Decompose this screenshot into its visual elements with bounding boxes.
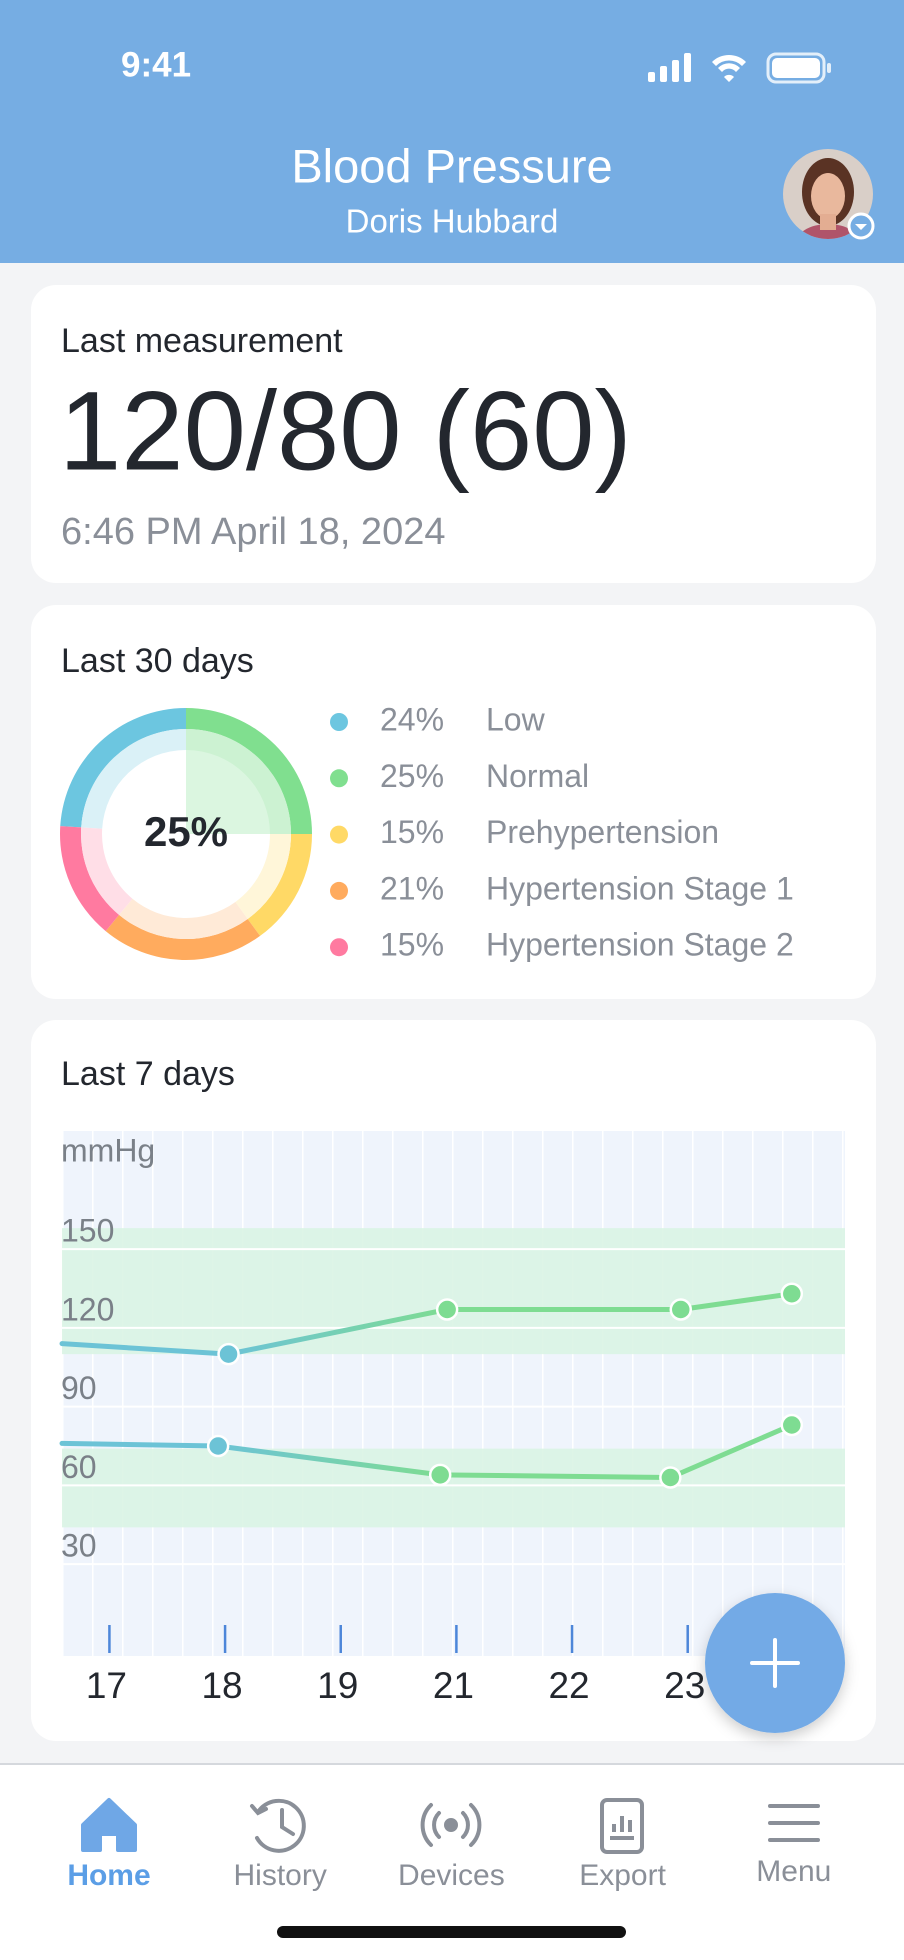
y-axis-label: mmHg	[61, 1132, 155, 1168]
pie-segment-inner	[235, 834, 291, 919]
legend-label: Low	[486, 701, 546, 737]
card	[31, 285, 876, 583]
line-point	[206, 1434, 230, 1458]
tab-icon-history[interactable]	[250, 1798, 306, 1853]
tab-label[interactable]: Home	[67, 1859, 150, 1892]
add-button[interactable]	[705, 1593, 845, 1733]
header-title: Blood Pressure	[291, 139, 612, 192]
pie-segment-inner	[186, 729, 291, 834]
legend-value: 25%	[380, 758, 444, 794]
pie-center-label: 25%	[144, 808, 228, 855]
pie-highlight	[186, 729, 291, 834]
plot-area	[62, 1131, 845, 1656]
x-tick-label: 23	[664, 1665, 705, 1706]
line-point	[217, 1342, 240, 1366]
pie-segment-inner	[80, 827, 133, 915]
y-tick-label: 60	[61, 1449, 97, 1485]
legend-dot	[330, 769, 348, 788]
status-icons	[648, 52, 831, 84]
x-tick-label: 21	[433, 1665, 474, 1706]
y-tick-label: 90	[61, 1370, 97, 1406]
pie-segment	[247, 834, 312, 936]
card-title: Last measurement	[61, 322, 343, 360]
legend-dot	[330, 938, 348, 957]
legend-value: 15%	[380, 814, 444, 850]
status-time: 9:41	[121, 45, 191, 84]
card-title: Last 7 days	[61, 1055, 235, 1093]
chart-layer: 24% Low 25% Normal 15% Prehypertension 21% Hype…	[59, 701, 845, 1706]
legend-value: 15%	[380, 927, 444, 963]
x-tick-label: 18	[201, 1665, 242, 1706]
range-band	[62, 1448, 845, 1528]
tab-labels: Home History Devices Export Menu	[67, 1855, 831, 1892]
tab-icon-devices[interactable]	[420, 1803, 482, 1847]
timestamp: 6:46 PM April 18, 2024	[61, 511, 445, 553]
tab-label[interactable]: Menu	[756, 1855, 831, 1888]
pie-segment-inner	[119, 898, 248, 939]
pie-segment	[60, 826, 120, 932]
legend-value: 21%	[380, 870, 444, 906]
line-point	[428, 1463, 452, 1487]
line-point	[435, 1298, 459, 1321]
avatar[interactable]	[783, 149, 875, 268]
line-point	[669, 1298, 693, 1321]
x-tick-label: 17	[86, 1665, 127, 1706]
tab-label[interactable]: Export	[579, 1859, 666, 1892]
line-point	[780, 1282, 804, 1305]
tab-icon-menu[interactable]	[768, 1804, 820, 1842]
legend-value: 24%	[380, 701, 444, 737]
tab-label[interactable]: Devices	[398, 1859, 505, 1892]
pie-segment	[186, 708, 312, 834]
pie-segment-inner	[81, 729, 186, 829]
range-band	[62, 1228, 845, 1355]
legend-dot	[330, 825, 348, 844]
y-tick-label: 30	[61, 1528, 97, 1564]
header-bar	[0, 0, 904, 263]
legend-dot	[330, 881, 348, 900]
y-tick-label: 120	[61, 1291, 114, 1327]
legend-label: Hypertension Stage 2	[486, 927, 794, 963]
card-title: Last 30 days	[61, 642, 254, 680]
line-point	[659, 1466, 682, 1489]
line-point	[780, 1413, 804, 1437]
tab-icon-home[interactable]	[81, 1798, 137, 1852]
legend-label: Normal	[486, 758, 589, 794]
pie-segment	[105, 914, 261, 961]
x-tick-label: 19	[317, 1665, 358, 1706]
tab-label[interactable]: History	[234, 1859, 327, 1892]
home-indicator	[277, 1926, 626, 1938]
y-tick-label: 150	[61, 1213, 114, 1249]
legend-dot	[330, 713, 348, 731]
pie-segment	[60, 708, 187, 828]
header-user: Doris Hubbard	[346, 203, 559, 240]
reading: 120/80 (60)	[59, 369, 632, 494]
legend-label: Hypertension Stage 1	[486, 870, 794, 906]
x-tick-label: 22	[548, 1665, 589, 1706]
tab-icon-export[interactable]	[600, 1798, 644, 1854]
legend-label: Prehypertension	[486, 814, 719, 850]
